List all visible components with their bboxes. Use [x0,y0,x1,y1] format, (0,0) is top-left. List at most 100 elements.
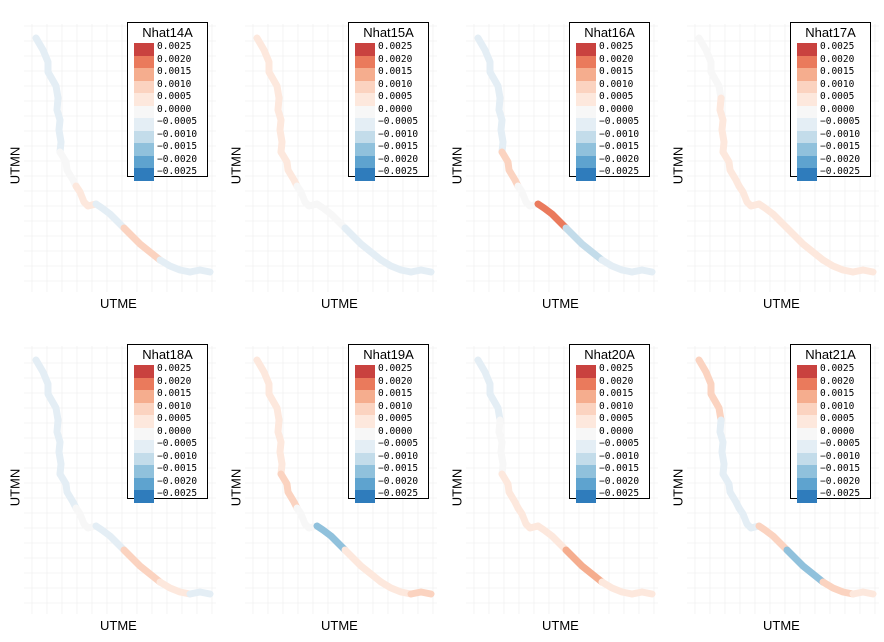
legend-key [797,452,817,465]
river-segment [716,94,728,156]
map-panel: UTMN UTME Nhat18A 0.0025 0.0020 0.0015 0.0010 0… [0,322,221,642]
legend-label: −0.0020 [820,153,861,165]
map-plot-area [24,346,216,614]
legend-key [797,415,817,428]
legend-label: 0.0005 [378,413,413,424]
legend-title: Nhat15A [363,25,414,40]
legend-label: −0.0015 [820,141,861,152]
legend-key [355,440,375,453]
legend-key [355,415,375,428]
legend-key [355,43,375,56]
legend-label: −0.0010 [157,128,198,140]
legend-key [797,465,817,478]
river-segment [156,256,194,276]
legend-label: −0.0005 [599,438,640,449]
x-axis-label: UTME [321,618,358,633]
river-segment [735,504,763,532]
legend-label: −0.0025 [378,488,419,499]
legend-key [576,365,596,378]
river-segment [628,588,656,598]
y-axis-label-wrap: UTMN [4,469,22,507]
legend-label: 0.0005 [157,91,192,102]
x-axis-label: UTME [100,618,137,633]
legend-label: 0.0015 [157,388,192,399]
y-axis-label: UTMN [228,468,244,507]
river-segment [562,224,606,264]
legend-label: 0.0000 [157,425,192,437]
legend-key [797,402,817,415]
river-segment [32,356,62,424]
river-segment [72,504,100,532]
legend-key [576,477,596,490]
legend-key [134,80,154,93]
legend-label: −0.0020 [378,153,419,165]
river-segment [377,578,415,598]
legend-key [797,477,817,490]
legend-label: −0.0005 [599,116,640,127]
legend-label: 0.0000 [157,103,192,115]
river-segment [53,416,65,478]
x-axis-label: UTME [542,618,579,633]
y-axis-label: UTMN [7,468,23,507]
river-segment [313,200,349,232]
legend-key [576,55,596,68]
river-segment [735,182,763,210]
legend-label: −0.0025 [157,166,198,177]
river-segment [274,416,286,478]
legend-key [134,390,154,403]
map-panel: UTMN UTME Nhat20A 0.0025 0.0020 0.0015 0.0010 0… [442,322,663,642]
legend-label: −0.0020 [378,475,419,487]
river-segment [719,148,743,190]
river-segment [598,578,636,598]
river-segment [92,522,128,554]
river-segment [120,224,164,264]
y-axis-label-wrap: UTMN [667,147,685,185]
legend-label: 0.0020 [157,375,192,387]
legend-label: −0.0015 [157,463,198,474]
map-panel: UTMN UTME Nhat21A 0.0025 0.0020 0.0015 0.0010 0… [663,322,884,642]
legend-key [576,130,596,143]
legend: Nhat17A 0.0025 0.0020 0.0015 0.0010 0.0005 0.0… [790,22,871,181]
legend-key [355,118,375,131]
legend-key [355,93,375,106]
legend-label: 0.0015 [599,388,634,399]
legend-key [134,440,154,453]
legend-key [576,118,596,131]
legend-label: −0.0005 [378,438,419,449]
y-axis-label-wrap: UTMN [667,469,685,507]
legend-label: −0.0010 [599,450,640,462]
river-segment [186,266,214,276]
legend-label: 0.0020 [599,375,634,387]
legend-key [134,415,154,428]
legend-key [797,155,817,168]
legend-key [797,105,817,118]
river-segment [253,34,283,102]
legend-label: 0.0015 [378,66,413,77]
legend-label: −0.0025 [820,166,861,177]
legend-key [576,427,596,440]
legend-label: 0.0000 [378,425,413,437]
legend-key [576,80,596,93]
river-segment [495,94,507,156]
river-segment [534,200,570,232]
river-segment [341,224,385,264]
river-segment [628,266,656,276]
legend-key [355,55,375,68]
legend-label: −0.0005 [820,438,861,449]
river-segment [407,588,435,598]
legend-key [797,93,817,106]
river-segment [598,256,636,276]
legend-key [355,465,375,478]
legend-key [355,402,375,415]
river-segment [562,546,606,586]
legend-key [355,390,375,403]
legend-label: 0.0025 [157,41,192,52]
y-axis-label-wrap: UTMN [446,147,464,185]
legend-label: −0.0015 [820,463,861,474]
river-segment [716,416,728,478]
legend-key [355,452,375,465]
legend: Nhat18A 0.0025 0.0020 0.0015 0.0010 0.0005 0.0… [127,344,208,503]
legend-label: −0.0020 [820,475,861,487]
legend-label: 0.0025 [378,41,413,52]
legend-label: −0.0015 [599,141,640,152]
